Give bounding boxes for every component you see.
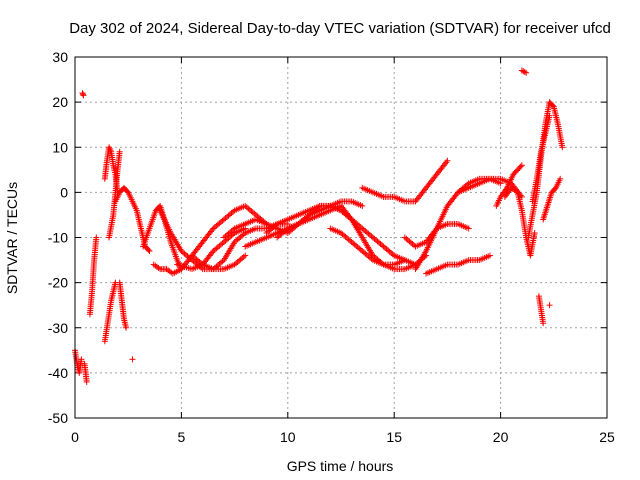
x-axis-label: GPS time / hours <box>287 458 394 474</box>
plot-frame <box>74 56 608 419</box>
data-point <box>93 234 100 241</box>
data-point <box>401 257 408 264</box>
data-point <box>83 378 90 385</box>
data-point <box>116 148 123 155</box>
data-point <box>242 252 249 259</box>
data-point <box>444 157 451 164</box>
data-point <box>518 193 525 200</box>
data-point <box>359 202 366 209</box>
data-point <box>123 324 130 331</box>
y-tick-label: 0 <box>60 184 68 200</box>
grid-lines <box>75 57 607 418</box>
data-point <box>517 163 524 170</box>
data-point <box>465 225 472 232</box>
data-points <box>72 67 566 385</box>
x-tick-label: 25 <box>599 429 615 445</box>
y-tick-label: -40 <box>48 365 68 381</box>
y-tick-label: 30 <box>52 49 68 65</box>
data-point <box>546 112 553 119</box>
data-point <box>145 246 152 253</box>
x-tick-label: 15 <box>386 429 402 445</box>
data-point <box>79 91 86 98</box>
data-point <box>531 229 538 236</box>
data-point <box>78 356 85 363</box>
data-point <box>520 68 527 75</box>
data-point <box>129 356 136 363</box>
x-tick-label: 20 <box>493 429 509 445</box>
data-point <box>80 92 87 99</box>
x-tick-label: 5 <box>178 429 186 445</box>
y-tick-label: 20 <box>52 94 68 110</box>
y-tick-label: -30 <box>48 320 68 336</box>
y-tick-label: -50 <box>48 410 68 426</box>
y-tick-label: -20 <box>48 275 68 291</box>
data-point <box>557 175 564 182</box>
data-point <box>549 102 556 109</box>
data-point <box>146 248 153 255</box>
y-tick-label: 10 <box>52 139 68 155</box>
chart-title: Day 302 of 2024, Sidereal Day-to-day VTE… <box>69 20 611 37</box>
x-tick-label: 10 <box>280 429 296 445</box>
data-point <box>518 162 525 169</box>
y-tick-label: -10 <box>48 230 68 246</box>
data-point <box>486 252 493 259</box>
data-point <box>546 302 553 309</box>
data-point <box>523 69 530 76</box>
data-point <box>540 320 547 327</box>
data-point <box>559 144 566 151</box>
y-axis-label: SDTVAR / TECUs <box>4 182 20 294</box>
x-tick-label: 0 <box>71 429 79 445</box>
data-point <box>521 69 528 76</box>
